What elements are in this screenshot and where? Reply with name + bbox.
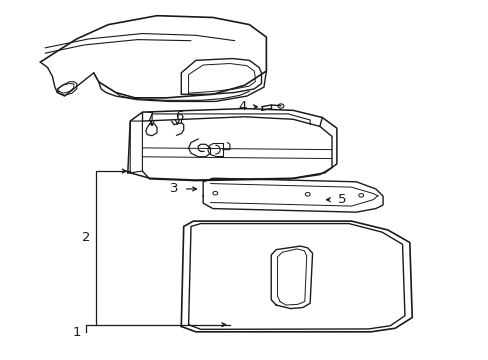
Text: 5: 5 [337, 193, 346, 206]
Text: 2: 2 [82, 231, 91, 244]
Text: 4: 4 [237, 100, 246, 113]
Text: 3: 3 [169, 183, 178, 195]
Text: 6: 6 [174, 109, 183, 122]
Text: 1: 1 [72, 326, 81, 339]
Text: 7: 7 [145, 111, 154, 123]
